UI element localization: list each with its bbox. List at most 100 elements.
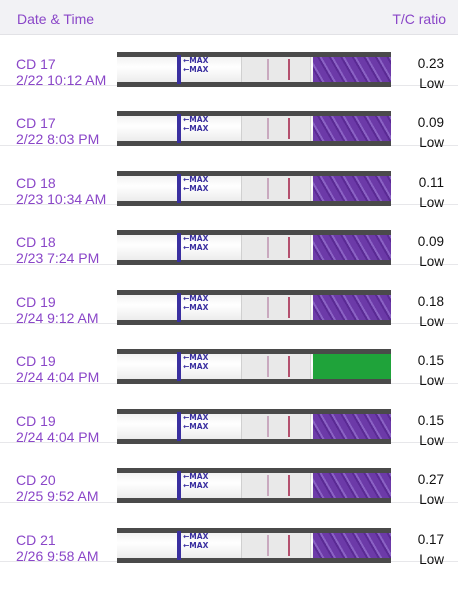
result-window	[241, 532, 311, 558]
max-arrow-label: ←MAX ←MAX	[183, 56, 208, 74]
tc-ratio-column-header[interactable]: T/C ratio	[392, 11, 446, 27]
test-result-row[interactable]: CD 17 2/22 10:12 AM ←MAX ←MAX 0.23 Low	[0, 27, 458, 91]
tc-ratio-value: 0.09	[417, 234, 444, 249]
max-arrow-text: ←MAX	[183, 293, 209, 303]
max-line-marker	[177, 292, 181, 322]
test-line	[267, 415, 269, 437]
strip-handle	[313, 413, 391, 439]
max-arrow-text: ←MAX	[183, 540, 209, 550]
lh-level-label: Low	[419, 551, 444, 567]
test-strip-photo[interactable]: ←MAX ←MAX	[117, 51, 391, 87]
test-result-row[interactable]: CD 18 2/23 7:24 PM ←MAX ←MAX 0.09 Low	[0, 205, 458, 269]
max-arrow-text: ←MAX	[183, 55, 209, 65]
lh-level-label: Low	[419, 373, 444, 388]
strip-handle	[313, 532, 391, 558]
control-line	[288, 296, 290, 318]
max-line-marker	[177, 411, 181, 441]
test-result-row[interactable]: CD 19 2/24 4:04 PM ←MAX ←MAX 0.15 Low	[0, 324, 458, 388]
max-arrow-text: ←MAX	[183, 174, 209, 184]
max-arrow-label: ←MAX ←MAX	[183, 532, 208, 550]
test-datetime-label: 2/23 10:34 AM	[16, 190, 107, 207]
test-line	[267, 237, 269, 258]
control-line	[288, 237, 290, 258]
test-line	[267, 356, 269, 377]
cycle-day-label: CD 17	[16, 55, 56, 72]
cycle-day-label: CD 20	[16, 472, 56, 488]
test-result-row[interactable]: CD 19 2/24 4:04 PM ←MAX ←MAX 0.15 Low	[0, 384, 458, 448]
max-arrow-text: ←MAX	[183, 481, 209, 490]
max-line-marker	[177, 233, 181, 262]
test-result-row[interactable]: CD 17 2/22 8:03 PM ←MAX ←MAX 0.09 Low	[0, 86, 458, 150]
control-line	[288, 58, 290, 80]
max-arrow-label: ←MAX ←MAX	[183, 115, 208, 133]
strip-handle	[313, 294, 391, 320]
result-window	[241, 175, 311, 201]
max-arrow-text: ←MAX	[183, 472, 209, 481]
max-line-marker	[177, 54, 181, 84]
max-arrow-label: ←MAX ←MAX	[183, 234, 208, 252]
result-window	[241, 294, 311, 320]
test-strip-photo[interactable]: ←MAX ←MAX	[117, 111, 391, 146]
test-strip-photo[interactable]: ←MAX ←MAX	[117, 527, 391, 563]
test-strip-photo[interactable]: ←MAX ←MAX	[117, 468, 391, 503]
date-time-column-header[interactable]: Date & Time	[17, 11, 95, 27]
test-result-row[interactable]: CD 18 2/23 10:34 AM ←MAX ←MAX 0.11 Low	[0, 146, 458, 210]
test-datetime-label: 2/23 7:24 PM	[16, 250, 100, 266]
strip-handle	[313, 116, 391, 141]
max-arrow-text: ←MAX	[183, 115, 209, 124]
test-datetime-label: 2/22 10:12 AM	[16, 71, 107, 88]
cycle-day-label: CD 18	[16, 234, 56, 250]
result-window	[241, 354, 311, 379]
test-line	[267, 118, 269, 139]
cycle-day-label: CD 19	[16, 353, 56, 369]
test-datetime-label: 2/24 9:12 AM	[16, 309, 99, 326]
control-line	[288, 534, 290, 556]
test-line	[267, 177, 269, 199]
max-line-marker	[177, 352, 181, 381]
result-window	[241, 235, 311, 260]
lh-level-label: Low	[419, 432, 444, 448]
strip-handle	[313, 175, 391, 201]
lh-level-label: Low	[419, 492, 444, 507]
max-line-marker	[177, 114, 181, 143]
control-line	[288, 118, 290, 139]
max-arrow-label: ←MAX ←MAX	[183, 175, 208, 193]
max-arrow-text: ←MAX	[183, 531, 209, 541]
list-header: Date & Time T/C ratio	[0, 0, 458, 35]
test-result-row[interactable]: CD 19 2/24 9:12 AM ←MAX ←MAX 0.18 Low	[0, 265, 458, 329]
max-arrow-text: ←MAX	[183, 302, 209, 312]
result-window	[241, 56, 311, 82]
test-result-row[interactable]: CD 21 2/26 9:58 AM ←MAX ←MAX 0.17 Low	[0, 503, 458, 567]
test-line	[267, 475, 269, 496]
tc-ratio-value: 0.15	[417, 353, 444, 368]
lh-level-label: Low	[419, 194, 444, 210]
strip-handle	[313, 56, 391, 82]
test-strip-photo[interactable]: ←MAX ←MAX	[117, 170, 391, 206]
max-arrow-text: ←MAX	[183, 124, 209, 133]
strip-handle	[313, 235, 391, 260]
max-arrow-label: ←MAX ←MAX	[183, 294, 208, 312]
lh-level-label: Low	[419, 254, 444, 269]
test-datetime-label: 2/24 4:04 PM	[16, 428, 100, 445]
tc-ratio-value: 0.27	[417, 472, 444, 487]
strip-handle	[313, 473, 391, 498]
test-strip-photo[interactable]: ←MAX ←MAX	[117, 289, 391, 325]
control-line	[288, 475, 290, 496]
test-strip-photo[interactable]: ←MAX ←MAX	[117, 408, 391, 444]
cycle-day-label: CD 19	[16, 293, 56, 310]
max-line-marker	[177, 530, 181, 560]
tc-ratio-value: 0.18	[417, 293, 444, 309]
test-datetime-label: 2/24 4:04 PM	[16, 369, 100, 385]
test-strip-photo[interactable]: ←MAX ←MAX	[117, 230, 391, 265]
control-line	[288, 415, 290, 437]
control-line	[288, 177, 290, 199]
max-arrow-text: ←MAX	[183, 412, 209, 422]
test-datetime-label: 2/25 9:52 AM	[16, 488, 99, 504]
test-strip-photo[interactable]: ←MAX ←MAX	[117, 349, 391, 384]
test-result-row[interactable]: CD 20 2/25 9:52 AM ←MAX ←MAX 0.27 Low	[0, 443, 458, 507]
result-window	[241, 116, 311, 141]
lh-level-label: Low	[419, 75, 444, 91]
result-window	[241, 473, 311, 498]
test-result-list[interactable]: CD 16 2/21 8:31 PM ←MAX ←MAX 0.27 Low CD…	[0, 0, 458, 567]
cycle-day-label: CD 19	[16, 412, 56, 429]
